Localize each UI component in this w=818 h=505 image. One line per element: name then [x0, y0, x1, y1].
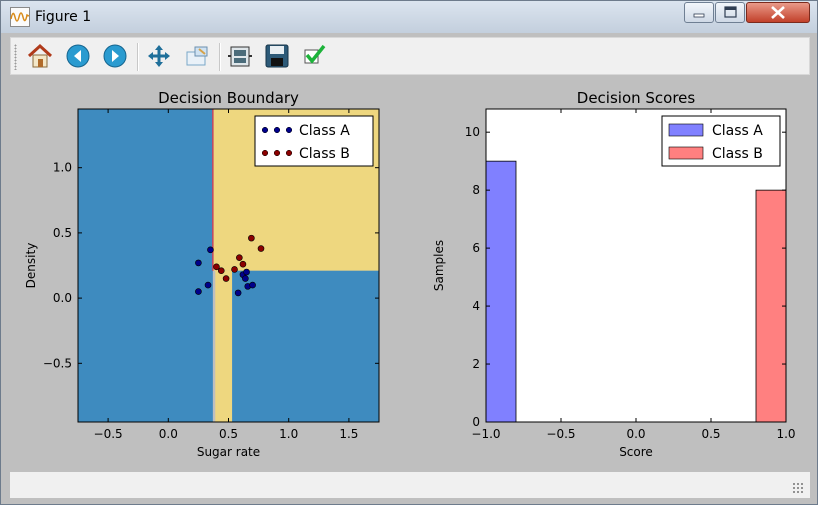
decision-region-a [232, 270, 379, 422]
x-tick-label: −1.0 [471, 427, 500, 441]
y-tick-label: 1.0 [53, 161, 72, 175]
toolbar-grip[interactable] [14, 44, 17, 70]
legend-marker [273, 149, 281, 157]
minimize-button[interactable] [684, 2, 714, 23]
pan-button[interactable] [144, 41, 174, 71]
scatter-point-class-b [239, 260, 247, 268]
scatter-point-class-b [231, 266, 238, 273]
scatter-point-class-a [234, 289, 242, 297]
back-arrow-icon [66, 44, 90, 68]
figure-plot-area[interactable]: −0.5 0.0 0.5 1.0 1.5 −0.5 0.0 0.5 1.0 Decision Bo… [10, 76, 810, 472]
x-tick-label: 0.0 [626, 427, 645, 441]
x-tick-label: 1.0 [776, 427, 795, 441]
axes-title: Decision Scores [577, 89, 696, 107]
navigation-toolbar [10, 37, 810, 75]
minimize-icon [693, 13, 705, 18]
scatter-point-class-b [248, 234, 255, 242]
x-axis-label: Sugar rate [197, 445, 260, 459]
toolbar-separator [219, 43, 221, 71]
y-tick-label: 2 [472, 357, 480, 371]
legend-swatch [668, 146, 704, 160]
zoom-button[interactable] [182, 41, 212, 71]
title-bar[interactable]: Figure 1 [1, 1, 817, 33]
legend-label: Class B [299, 146, 350, 162]
scatter-point-class-a [195, 288, 202, 295]
subplots-icon [228, 46, 252, 67]
window-title: Figure 1 [35, 9, 92, 25]
y-tick-label: 8 [472, 183, 480, 197]
zoom-rect-icon [186, 46, 208, 66]
move-arrows-icon [148, 45, 170, 67]
checkmark-icon [304, 44, 326, 64]
x-tick-label: 0.0 [159, 427, 178, 441]
x-axis-label: Score [619, 445, 653, 459]
y-tick-label: −0.5 [43, 356, 72, 370]
back-button[interactable] [63, 41, 93, 71]
x-tick-label: 0.5 [701, 427, 720, 441]
figure-canvas[interactable]: −0.5 0.0 0.5 1.0 1.5 −0.5 0.0 0.5 1.0 Decision Bo… [10, 76, 810, 472]
y-tick-label: 4 [472, 299, 480, 313]
legend-marker [285, 149, 293, 157]
x-tick-label: 0.5 [219, 427, 238, 441]
y-axis-label: Samples [432, 240, 446, 291]
close-button[interactable] [746, 2, 810, 23]
home-icon [27, 43, 53, 68]
histogram-bar-class-a [485, 160, 517, 423]
edit-parameters-button[interactable] [300, 41, 330, 71]
scatter-point-class-b [217, 267, 225, 275]
y-axis-label: Density [24, 243, 38, 289]
x-tick-label: 1.5 [339, 427, 358, 441]
scatter-point-class-a [242, 275, 249, 282]
scatter-point-class-b [236, 254, 243, 261]
decision-region-b [215, 270, 233, 422]
legend-label: Class B [712, 146, 763, 162]
status-bar [10, 472, 810, 498]
scatter-point-class-a [204, 281, 212, 289]
maximize-button[interactable] [715, 2, 745, 23]
app-waveform-icon [10, 7, 30, 27]
forward-button[interactable] [100, 41, 130, 71]
scatter-point-class-b [222, 275, 230, 282]
scatter-point-class-a [207, 246, 214, 254]
forward-arrow-icon [103, 44, 127, 68]
save-button[interactable] [262, 41, 292, 71]
legend-label: Class A [712, 123, 763, 139]
x-tick-label: −0.5 [94, 427, 123, 441]
histogram-bar-class-b [755, 189, 787, 423]
x-tick-label: 1.0 [279, 427, 298, 441]
x-tick-label: −0.5 [546, 427, 575, 441]
y-tick-label: 0 [472, 415, 480, 429]
scatter-point-class-a [243, 268, 250, 276]
close-icon [771, 6, 785, 19]
legend-label: Class A [299, 123, 350, 139]
legend-marker [261, 126, 269, 134]
home-button[interactable] [25, 41, 55, 71]
scatter-point-class-a [249, 281, 256, 289]
floppy-disk-icon [265, 44, 289, 68]
maximize-icon [724, 6, 737, 18]
decision-region-a [78, 109, 213, 422]
legend-marker [261, 149, 269, 157]
y-tick-label: 10 [465, 125, 480, 139]
legend-marker [285, 126, 293, 134]
scatter-point-class-a [195, 259, 202, 267]
legend-marker [273, 126, 281, 134]
axes-title: Decision Boundary [158, 89, 299, 107]
resize-grip-icon[interactable] [792, 482, 804, 494]
legend-swatch [668, 123, 704, 137]
y-tick-label: 0.5 [53, 226, 72, 240]
configure-subplots-button[interactable] [225, 41, 255, 71]
legend-box [254, 115, 374, 167]
y-tick-label: 0.0 [53, 291, 72, 305]
scatter-point-class-b [213, 263, 220, 271]
y-tick-label: 6 [472, 241, 480, 255]
toolbar-separator [137, 43, 139, 71]
scatter-point-class-b [257, 245, 265, 252]
